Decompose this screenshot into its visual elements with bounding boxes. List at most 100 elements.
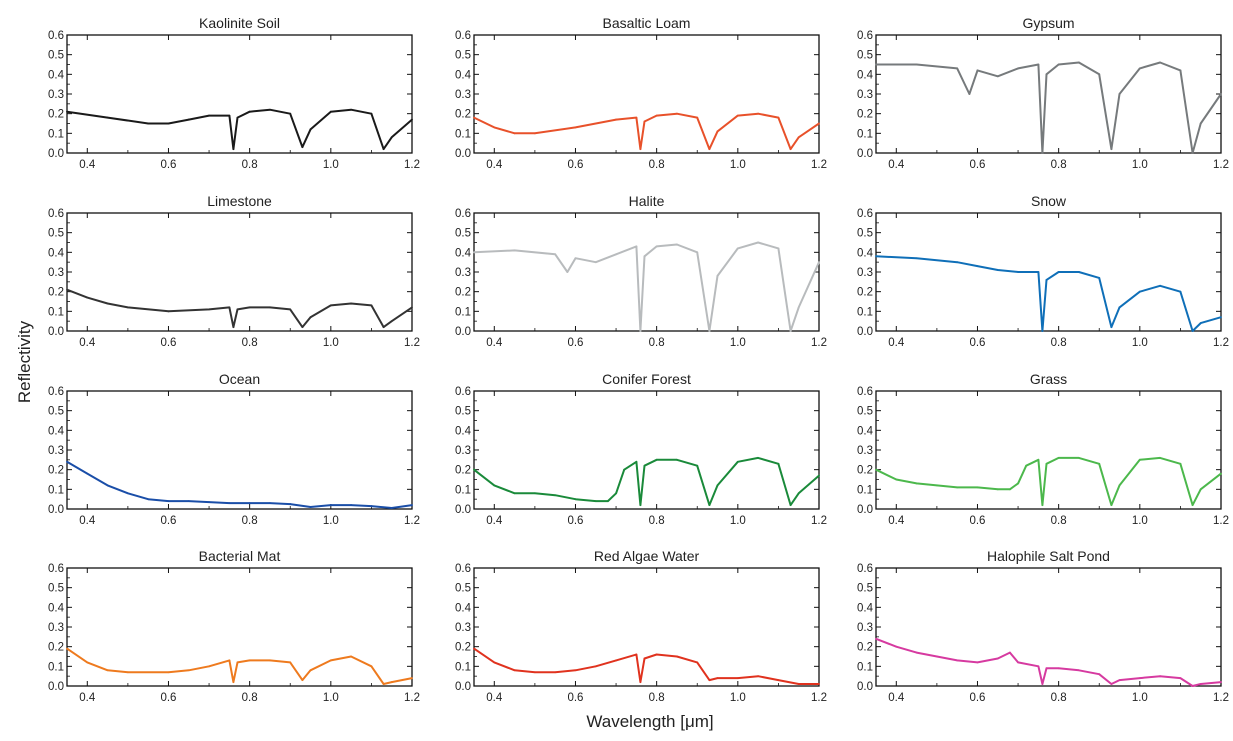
data-point (309, 669, 312, 672)
panel-title: Gypsum (1022, 15, 1074, 31)
y-tick-label: 0.1 (48, 484, 64, 496)
x-tick-label: 0.4 (79, 692, 96, 704)
data-point (1037, 63, 1040, 66)
plot-frame (875, 34, 1222, 154)
data-point (236, 661, 239, 664)
y-tick-label: 0.1 (48, 128, 64, 140)
data-point (329, 304, 332, 307)
x-tick-label: 0.6 (969, 159, 985, 171)
panel-title: Basaltic Loam (603, 15, 691, 31)
data-point (554, 253, 557, 256)
panel-red-algae-water: Red Algae Water 0.0 0.1 0.2 0.3 0.4 0.5 0.6 0.4 0… (455, 548, 827, 704)
data-point (615, 492, 617, 495)
data-point (167, 122, 170, 125)
panel-snow: Snow 0.0 0.1 0.2 0.3 0.4 0.5 0.6 0.4 0.6 0.8 1.0 1.2 (857, 193, 1229, 349)
panel-title: Limestone (207, 193, 272, 209)
x-tick-label: 0.6 (567, 159, 583, 171)
x-tick-label: 0.8 (242, 692, 258, 704)
data-point (1078, 61, 1080, 64)
y-tick-label: 0.6 (48, 208, 64, 220)
plot-frame (473, 567, 820, 687)
data-point (167, 310, 170, 313)
data-point (594, 261, 597, 264)
data-point (513, 249, 516, 252)
data-point (1118, 484, 1121, 487)
y-tick-label: 0.5 (455, 228, 471, 240)
data-point (350, 302, 353, 305)
data-point (639, 330, 642, 332)
data-point (329, 110, 332, 113)
data-point (329, 659, 332, 662)
data-point (797, 306, 800, 309)
data-point (473, 468, 475, 471)
x-tick-label: 1.0 (323, 692, 339, 704)
y-tick-label: 0.3 (48, 267, 64, 279)
series-line (875, 637, 1222, 687)
data-point (1220, 93, 1222, 95)
data-point (818, 261, 820, 264)
y-tick-label: 0.2 (455, 287, 471, 299)
data-point (736, 460, 739, 463)
data-point (1199, 122, 1202, 125)
data-point (309, 128, 312, 131)
y-tick-label: 0.1 (455, 661, 471, 673)
x-tick-label: 0.4 (486, 515, 503, 527)
data-point (708, 330, 711, 332)
data-point (411, 677, 413, 680)
panel-halite: Halite 0.0 0.1 0.2 0.3 0.4 0.5 0.6 0.4 0.6 0.8 1.0 1… (455, 193, 827, 349)
y-tick-label: 0.3 (857, 267, 873, 279)
panel-title: Halophile Salt Pond (987, 548, 1110, 564)
series-line (66, 108, 413, 151)
data-point (533, 492, 536, 495)
data-point (350, 655, 353, 658)
data-point (716, 130, 719, 133)
data-point (639, 504, 642, 506)
data-point (655, 245, 658, 248)
y-tick-label: 0.2 (455, 109, 471, 121)
data-point (208, 114, 210, 117)
data-point (473, 647, 475, 650)
x-axis-label: Wavelength [μm] (586, 712, 713, 731)
x-tick-label: 0.6 (160, 159, 176, 171)
data-point (1009, 651, 1011, 654)
data-point (1159, 61, 1162, 64)
y-axis-label: Reflectivity (15, 320, 34, 403)
y-tick-label: 0.3 (455, 622, 471, 634)
data-point (513, 132, 516, 135)
data-point (696, 661, 699, 664)
x-tick-label: 0.6 (567, 515, 583, 527)
y-tick-label: 0.4 (48, 69, 65, 81)
series-line (875, 456, 1222, 507)
plot-frame (875, 390, 1222, 510)
y-tick-label: 0.6 (48, 386, 64, 398)
data-point (248, 502, 251, 504)
series-line (875, 255, 1222, 332)
y-tick-label: 0.6 (857, 563, 873, 575)
data-point (269, 306, 271, 309)
data-point (797, 136, 800, 139)
data-point (1078, 669, 1080, 672)
data-point (554, 494, 557, 497)
data-point (1159, 284, 1162, 287)
y-tick-label: 0.1 (455, 484, 471, 496)
plot-frame (473, 390, 820, 510)
data-point (777, 679, 780, 681)
data-point (86, 661, 89, 664)
data-point (676, 243, 678, 246)
data-point (615, 659, 617, 662)
data-point (875, 637, 877, 640)
y-tick-label: 0.2 (857, 287, 873, 299)
data-point (1009, 488, 1011, 491)
x-tick-label: 0.4 (888, 692, 905, 704)
y-tick-label: 0.4 (48, 602, 65, 614)
data-point (818, 122, 820, 125)
data-point (789, 504, 792, 506)
y-tick-label: 0.4 (857, 69, 874, 81)
data-point (1138, 677, 1141, 680)
data-point (797, 683, 800, 685)
data-point (818, 474, 820, 477)
panel-title: Conifer Forest (602, 371, 691, 387)
y-tick-label: 0.4 (455, 425, 472, 437)
data-point (1199, 322, 1202, 325)
